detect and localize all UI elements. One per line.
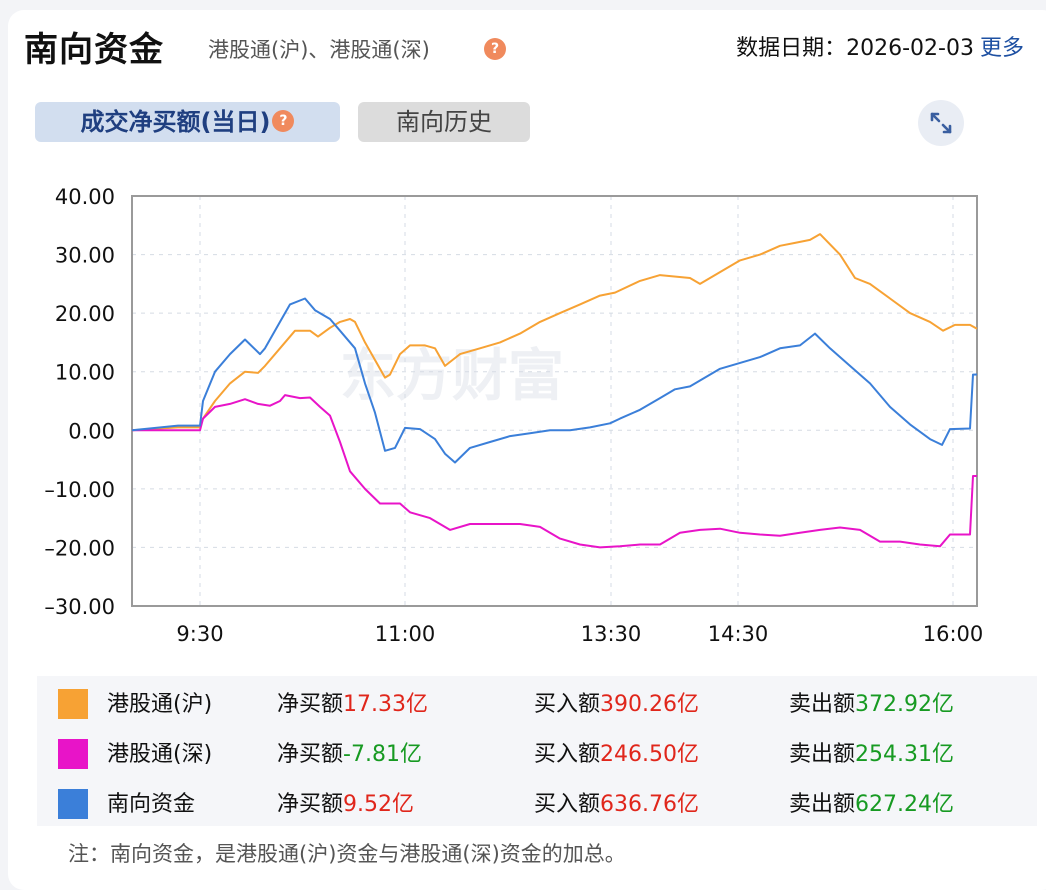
footnote: 注：南向资金，是港股通(沪)资金与港股通(深)资金的加总。 [68,842,626,866]
series-line [131,297,978,464]
sell-amount: 卖出额372.92亿 [789,686,954,718]
date-label: 数据日期： [736,36,847,61]
sell-label: 卖出额 [789,692,856,717]
net-buy-line-chart: 东方财富 40.00 30.00 20.00 10.00 0.00 –10.00 –20.0… [44,185,983,646]
page-title: 南向资金 [24,30,164,70]
series-line [131,233,978,432]
legend-row-sh: 港股通(沪) 净买额17.33亿 买入额390.26亿 卖出额372.92亿 [37,676,1037,726]
legend-row-sz: 港股通(深) 净买额-7.81亿 买入额246.50亿 卖出额254.31亿 [37,726,1037,776]
y-tick-label: 0.00 [68,419,115,443]
net-buy-label: 净买额 [277,742,344,767]
sell-amount: 卖出额627.24亿 [789,786,954,818]
sell-value: 627.24亿 [855,792,954,817]
x-tick-label: 13:30 [581,622,642,646]
legend-table: 港股通(沪) 净买额17.33亿 买入额390.26亿 卖出额372.92亿 港… [37,676,1037,826]
expand-button[interactable] [918,100,964,146]
legend-swatch [58,789,88,819]
help-icon[interactable]: ? [272,110,295,132]
buy-amount: 买入额390.26亿 [534,686,699,718]
subtitle: 港股通(沪)、港股通(深) ? [208,34,506,64]
tab-label: 南向历史 [396,108,492,136]
legend-name: 南向资金 [107,792,196,817]
legend-swatch [58,689,88,719]
net-buy: 净买额-7.81亿 [277,736,422,768]
buy-value: 246.50亿 [600,742,699,767]
legend-name: 港股通(深) [107,742,213,767]
subtitle-text: 港股通(沪)、港股通(深) [208,38,430,62]
sell-amount: 卖出额254.31亿 [789,736,954,768]
x-tick-label: 14:30 [708,622,769,646]
legend-swatch [58,739,88,769]
y-tick-label: 10.00 [55,361,115,385]
net-buy-label: 净买额 [277,792,344,817]
x-tick-label: 16:00 [923,622,984,646]
series-line [132,394,977,549]
buy-value: 636.76亿 [600,792,699,817]
more-link[interactable]: 更多 [979,36,1024,61]
sell-label: 卖出额 [789,792,856,817]
net-buy-value: 9.52亿 [343,792,415,817]
buy-value: 390.26亿 [600,692,699,717]
buy-label: 买入额 [534,742,601,767]
y-tick-label: –10.00 [44,478,115,502]
x-tick-label: 9:30 [176,622,223,646]
watermark: 东方财富 [340,344,564,409]
net-buy-label: 净买额 [277,692,344,717]
legend-name: 港股通(沪) [107,692,213,717]
help-icon[interactable]: ? [484,38,506,60]
tab-label: 成交净买额(当日) [80,108,271,136]
y-tick-label: –30.00 [44,595,115,619]
tab-net-buy-today[interactable]: 成交净买额(当日)? [35,102,340,142]
buy-label: 买入额 [534,692,601,717]
x-tick-label: 11:00 [375,622,436,646]
date-value: 2026-02-03 [846,36,974,61]
net-buy: 净买额17.33亿 [277,686,428,718]
sell-label: 卖出额 [789,742,856,767]
data-date: 数据日期：2026-02-03 更多 [736,30,1024,62]
net-buy-value: -7.81亿 [343,742,422,767]
expand-arrows-icon [930,112,952,134]
y-tick-label: –20.00 [44,536,115,560]
grid [132,196,977,606]
axes: 40.00 30.00 20.00 10.00 0.00 –10.00 –20.00 –30.… [44,185,983,646]
y-tick-label: 40.00 [55,185,115,209]
sell-value: 372.92亿 [855,692,954,717]
tab-southbound-history[interactable]: 南向历史 [358,102,530,142]
net-buy: 净买额9.52亿 [277,786,414,818]
buy-amount: 买入额636.76亿 [534,786,699,818]
series-lines [131,233,978,549]
legend-row-southbound: 南向资金 净买额9.52亿 买入额636.76亿 卖出额627.24亿 [37,776,1037,826]
buy-label: 买入额 [534,792,601,817]
sell-value: 254.31亿 [855,742,954,767]
buy-amount: 买入额246.50亿 [534,736,699,768]
y-tick-label: 20.00 [55,302,115,326]
net-buy-value: 17.33亿 [343,692,428,717]
y-tick-label: 30.00 [55,244,115,268]
